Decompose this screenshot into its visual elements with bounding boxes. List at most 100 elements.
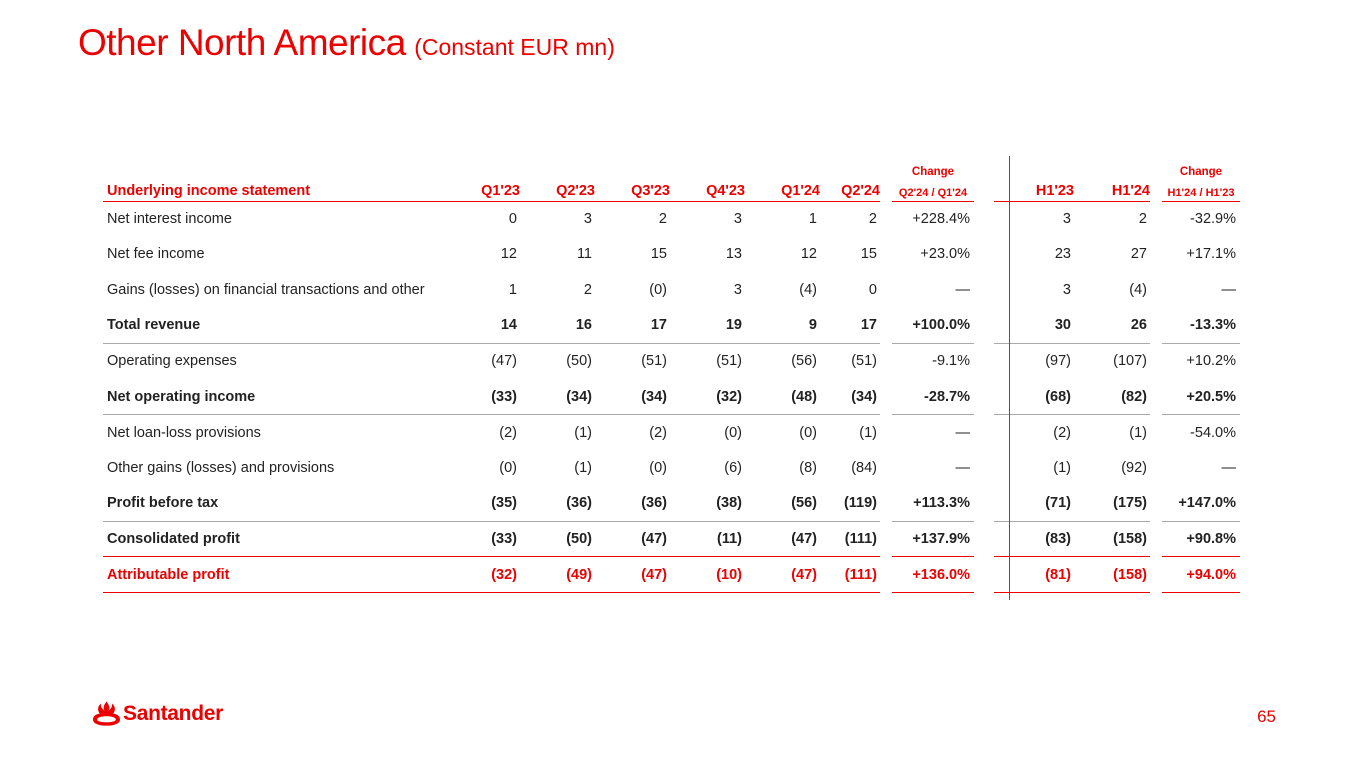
quarter-value: (0) — [724, 424, 742, 441]
table-row: Consolidated profit (33) (50) (47) (11) (47)(… — [103, 521, 1240, 558]
header-h1-23: H1'23 — [994, 180, 1074, 202]
table-row: Net operating income (33) (34) (34) (32) (48)… — [103, 378, 1240, 416]
header-q4-23: Q4'23 — [670, 180, 745, 202]
quarter-value: (4) — [799, 281, 817, 298]
quarter-value: 12 — [500, 246, 517, 263]
row-label: Net fee income — [107, 246, 205, 263]
header-q2-24: Q2'24 — [820, 180, 880, 202]
change-h-value: — — [1221, 281, 1237, 298]
half-value: 3 — [1062, 281, 1071, 298]
change-q-value: +23.0% — [920, 246, 970, 263]
quarter-value: (32) — [445, 556, 520, 594]
change-h-value: +94.0% — [1162, 556, 1240, 594]
table-row: Net interest income 0 3 2 3 1 2 +228.4% 3 2 -32.9% — [103, 201, 1240, 237]
change-h-value: — — [1221, 459, 1237, 476]
change-q-value: +136.0% — [892, 556, 974, 594]
quarter-value: (47) — [745, 556, 820, 594]
quarter-value: (51) — [851, 353, 877, 370]
half-value: (1) — [1053, 459, 1071, 476]
half-value: (4) — [1129, 281, 1147, 298]
half-value: 30 — [994, 307, 1074, 344]
change-q-value: +228.4% — [912, 211, 970, 228]
half-value: (107) — [1113, 353, 1147, 370]
row-label: Attributable profit — [103, 556, 445, 594]
half-value: (2) — [1053, 424, 1071, 441]
quarter-value: (1) — [574, 424, 592, 441]
half-value: (1) — [1129, 424, 1147, 441]
row-label: Total revenue — [103, 307, 445, 344]
quarter-value: 3 — [733, 211, 742, 228]
quarter-value: (0) — [649, 459, 667, 476]
quarter-value: (6) — [724, 459, 742, 476]
header-h1-24: H1'24 — [1074, 180, 1150, 202]
table-row: Net fee income 12 11 15 13 12 15 +23.0% 23 27 +17.… — [103, 237, 1240, 273]
row-label: Profit before tax — [103, 485, 445, 522]
header-q1-24: Q1'24 — [745, 180, 820, 202]
quarter-value: 13 — [725, 246, 742, 263]
change-q-value: -9.1% — [932, 353, 970, 370]
header-row: Underlying income statement Q1'23 Q2'23 … — [103, 180, 1240, 202]
quarter-value: 2 — [868, 211, 877, 228]
quarter-value: (11) — [670, 521, 745, 558]
half-value: (158) — [1074, 556, 1150, 594]
quarter-value: (47) — [595, 521, 670, 558]
quarter-value: 1 — [808, 211, 817, 228]
header-q1-23: Q1'23 — [445, 180, 520, 202]
quarter-value: (8) — [799, 459, 817, 476]
quarter-value: (48) — [745, 378, 820, 416]
change-h-value: -13.3% — [1162, 307, 1240, 344]
quarter-value: (35) — [445, 485, 520, 522]
quarter-value: (0) — [499, 459, 517, 476]
brand-name: Santander — [123, 701, 223, 725]
quarter-value: (56) — [745, 485, 820, 522]
page-number: 65 — [1257, 707, 1276, 726]
quarter-value: (0) — [649, 281, 667, 298]
quarter-value: (34) — [595, 378, 670, 416]
change-q-value: +100.0% — [892, 307, 974, 344]
table-row: Profit before tax (35) (36) (36) (38) (56) (11… — [103, 485, 1240, 522]
quarter-value: 17 — [595, 307, 670, 344]
change-h-heading: Change — [1179, 166, 1223, 178]
quarter-value: 12 — [800, 246, 817, 263]
change-q-value: +137.9% — [892, 521, 974, 558]
row-label: Operating expenses — [107, 353, 237, 370]
quarter-value: 0 — [868, 281, 877, 298]
quarter-value: (47) — [745, 521, 820, 558]
change-h-value: +17.1% — [1186, 246, 1236, 263]
change-h-value: +147.0% — [1162, 485, 1240, 522]
half-value: 2 — [1138, 211, 1147, 228]
half-value: (83) — [994, 521, 1074, 558]
row-label: Gains (losses) on financial transactions… — [107, 281, 425, 298]
quarter-value: (47) — [595, 556, 670, 594]
change-q-value: +113.3% — [892, 485, 974, 522]
column-divider — [1009, 156, 1010, 600]
quarter-value: (2) — [499, 424, 517, 441]
change-h-value: +90.8% — [1162, 521, 1240, 558]
quarter-value: 2 — [583, 281, 592, 298]
quarter-value: (1) — [859, 424, 877, 441]
row-label: Net interest income — [107, 211, 232, 228]
table-row: Gains (losses) on financial transactions… — [103, 272, 1240, 308]
header-change-h: H1'24 / H1'23 — [1162, 180, 1240, 202]
quarter-value: 15 — [650, 246, 667, 263]
change-h-value: +10.2% — [1186, 353, 1236, 370]
quarter-value: (50) — [566, 353, 592, 370]
table-row: Net loan-loss provisions (2) (1) (2) (0) (0) (… — [103, 415, 1240, 451]
half-value: (92) — [1121, 459, 1147, 476]
quarter-value: (33) — [445, 378, 520, 416]
quarter-value: (49) — [520, 556, 595, 594]
quarter-value: (111) — [820, 556, 880, 594]
quarter-value: (0) — [799, 424, 817, 441]
change-q-value: -28.7% — [892, 378, 974, 416]
change-h-value: -32.9% — [1190, 211, 1236, 228]
header-q2-23: Q2'23 — [520, 180, 595, 202]
quarter-value: 17 — [820, 307, 880, 344]
quarter-value: 9 — [745, 307, 820, 344]
quarter-value: (51) — [716, 353, 742, 370]
quarter-value: (2) — [649, 424, 667, 441]
change-q-heading: Change — [911, 166, 955, 178]
table-row: Total revenue 14 16 17 19 9 17 +100.0% 30 26 -13.3… — [103, 307, 1240, 344]
half-value: (68) — [994, 378, 1074, 416]
header-label: Underlying income statement — [103, 180, 445, 202]
change-q-value: — — [955, 281, 971, 298]
